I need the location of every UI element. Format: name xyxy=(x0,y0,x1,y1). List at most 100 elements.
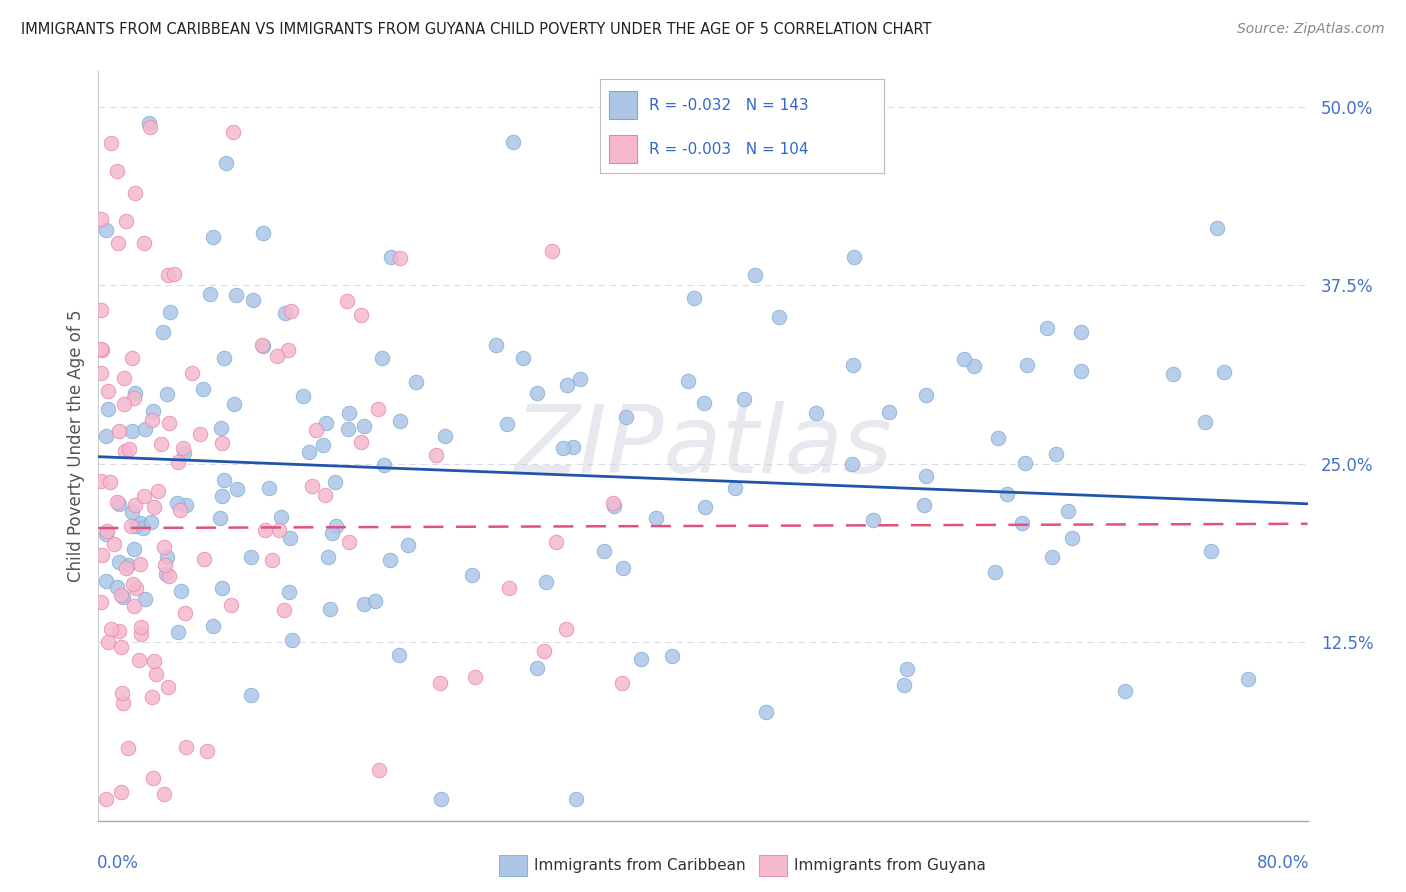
Point xyxy=(952,352,974,367)
Point xyxy=(498,582,520,596)
Point xyxy=(388,648,411,662)
Point xyxy=(1011,516,1033,530)
Point xyxy=(693,500,716,514)
Point xyxy=(298,444,321,458)
Point xyxy=(380,250,402,264)
Point xyxy=(173,446,195,460)
Point xyxy=(337,534,360,549)
Point xyxy=(893,678,915,692)
Point xyxy=(630,652,652,666)
Point xyxy=(121,505,143,519)
Point xyxy=(273,603,295,617)
Point xyxy=(94,792,117,806)
Point xyxy=(112,396,135,410)
Point xyxy=(124,599,146,613)
Point xyxy=(554,622,576,636)
Point xyxy=(485,337,508,351)
Point xyxy=(260,553,283,567)
Point xyxy=(142,404,165,418)
Text: ZIPatlas: ZIPatlas xyxy=(515,401,891,491)
Point xyxy=(110,640,132,654)
Point xyxy=(129,557,152,571)
Point xyxy=(1056,504,1078,518)
Point xyxy=(129,516,152,530)
Point xyxy=(90,303,112,318)
Text: Source: ZipAtlas.com: Source: ZipAtlas.com xyxy=(1237,22,1385,37)
Point xyxy=(128,653,150,667)
Point xyxy=(314,488,336,502)
Point xyxy=(124,498,146,512)
Point xyxy=(915,469,938,483)
Point xyxy=(100,622,122,636)
Point xyxy=(97,634,120,648)
Point xyxy=(157,268,180,282)
Point xyxy=(239,549,262,564)
Point xyxy=(211,489,233,503)
Point xyxy=(1070,325,1092,339)
Point xyxy=(131,627,153,641)
Point xyxy=(212,473,235,487)
Point xyxy=(225,482,247,496)
Point xyxy=(94,527,117,541)
Point xyxy=(565,792,588,806)
Point xyxy=(277,343,299,357)
Point xyxy=(460,567,482,582)
Point xyxy=(252,226,274,240)
Point xyxy=(211,581,233,595)
Point xyxy=(143,500,166,515)
Point xyxy=(496,417,519,432)
Point xyxy=(193,383,215,397)
Point xyxy=(304,423,326,437)
Point xyxy=(862,512,884,526)
Point xyxy=(1114,683,1136,698)
Point xyxy=(526,385,548,400)
Point xyxy=(134,422,156,436)
Point xyxy=(325,519,347,533)
Point xyxy=(434,429,457,443)
Point xyxy=(266,350,288,364)
Point xyxy=(117,558,139,573)
Point xyxy=(242,293,264,307)
Point xyxy=(141,413,163,427)
Point xyxy=(125,581,148,595)
Point xyxy=(316,549,339,564)
Point xyxy=(110,785,132,799)
Point xyxy=(281,632,304,647)
Point xyxy=(877,405,900,419)
Text: 0.0%: 0.0% xyxy=(97,855,139,872)
Point xyxy=(724,481,747,495)
Point xyxy=(157,681,180,695)
Point xyxy=(219,598,242,612)
Point xyxy=(430,792,453,806)
Point xyxy=(301,479,323,493)
Point xyxy=(97,402,120,417)
Point xyxy=(353,597,375,611)
Point xyxy=(252,339,274,353)
Point xyxy=(90,595,112,609)
Point xyxy=(1060,532,1083,546)
Point xyxy=(156,550,179,565)
Point xyxy=(222,397,245,411)
Point xyxy=(209,421,232,435)
Point xyxy=(321,525,343,540)
Point xyxy=(105,495,128,509)
Point xyxy=(110,588,132,602)
Point xyxy=(551,441,574,455)
Point xyxy=(661,649,683,664)
Point xyxy=(270,510,292,524)
Point xyxy=(193,552,215,566)
Point xyxy=(280,304,302,318)
Point xyxy=(644,511,666,525)
Point xyxy=(555,378,578,392)
Point xyxy=(107,624,129,638)
Point xyxy=(198,287,221,301)
Point xyxy=(211,436,233,450)
Text: 80.0%: 80.0% xyxy=(1257,855,1309,872)
Point xyxy=(806,406,828,420)
Point xyxy=(145,666,167,681)
Point xyxy=(1237,673,1260,687)
Point xyxy=(117,442,139,456)
Point xyxy=(129,620,152,634)
Point xyxy=(349,308,371,322)
Point xyxy=(984,565,1007,579)
